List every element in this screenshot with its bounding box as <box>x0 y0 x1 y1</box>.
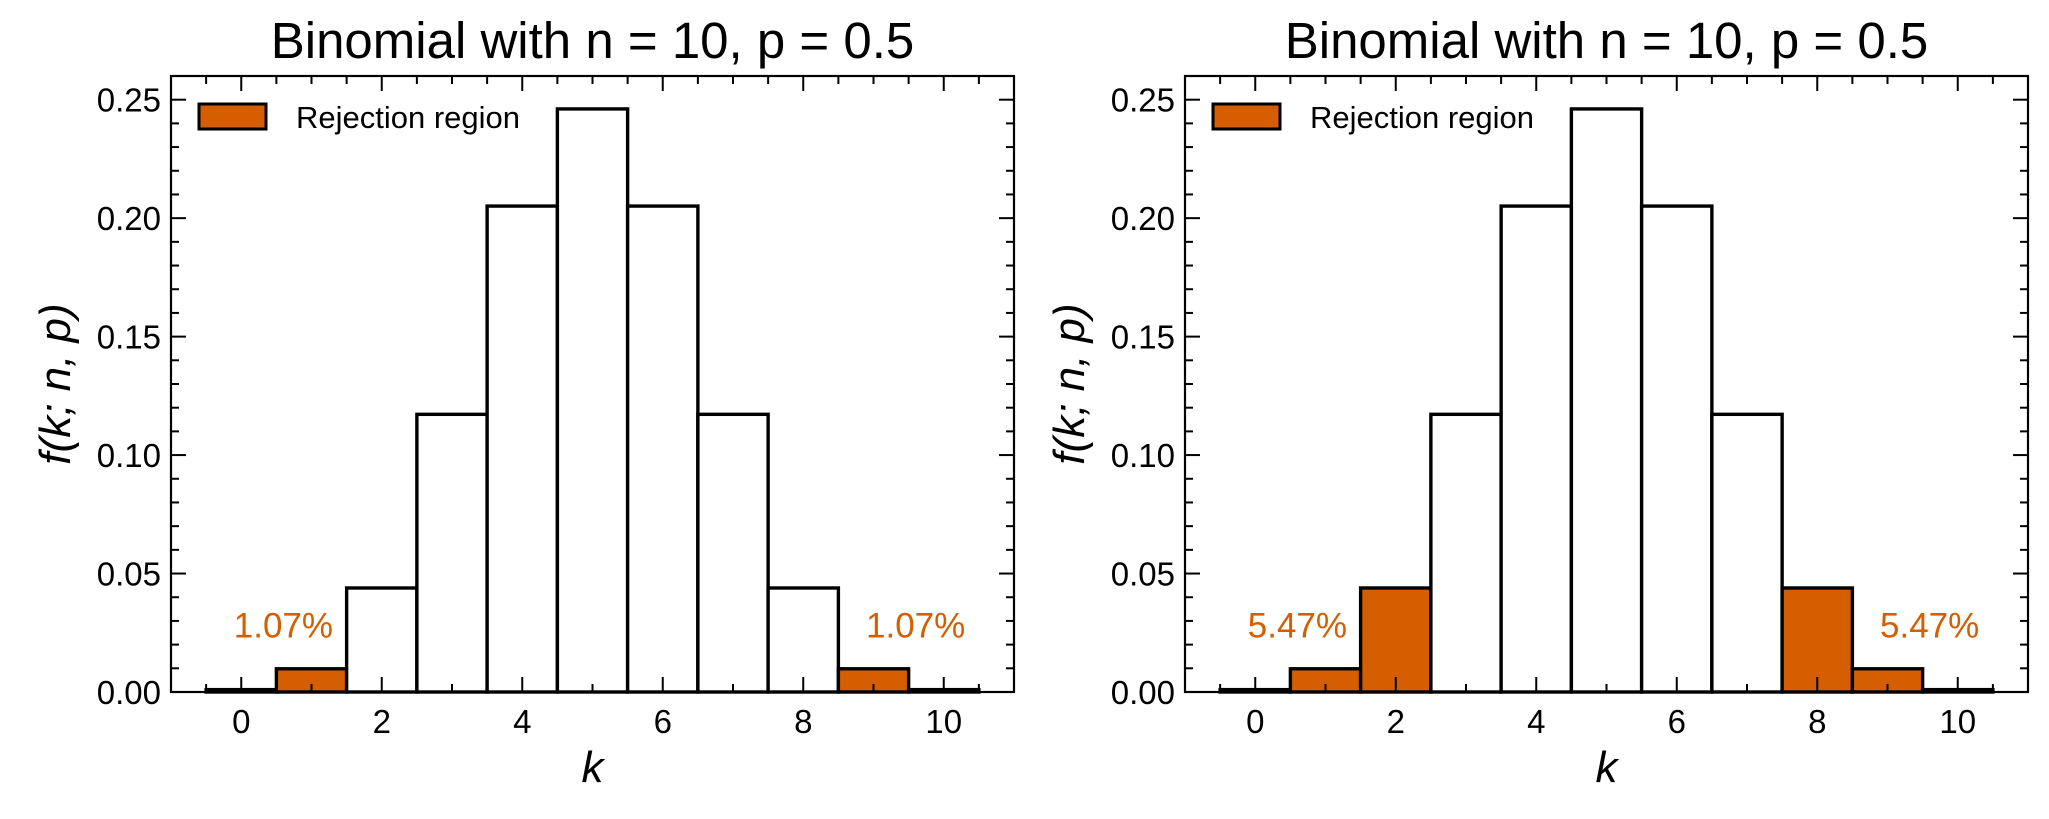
percentage-annotation: 1.07% <box>866 607 965 646</box>
y-axis-label: f(k; n, p) <box>31 303 80 464</box>
y-axis-label: f(k; n, p) <box>1045 303 1094 464</box>
bar-k4 <box>485 204 560 694</box>
x-tick-label: 8 <box>1808 703 1826 740</box>
y-tick-label: 0.00 <box>1111 674 1175 711</box>
legend-swatch <box>197 102 268 131</box>
bar-k8 <box>1780 586 1855 694</box>
legend: Rejection region <box>197 100 520 135</box>
y-tick-label: 0.15 <box>1111 319 1175 356</box>
y-tick-label: 0.15 <box>97 319 161 356</box>
bar-k7 <box>696 412 770 694</box>
y-tick-label: 0.20 <box>1111 200 1175 237</box>
chart-panel-2: 0 2 4 6 8 10 0.00 0.05 0.10 0.15 0.20 0.25 Binomial … <box>1045 12 2030 792</box>
y-tick-label: 0.05 <box>1111 556 1175 593</box>
x-axis-label: k <box>582 743 606 792</box>
x-tick-label: 4 <box>1527 703 1545 740</box>
bar-k2 <box>1358 586 1433 694</box>
x-tick-label: 10 <box>925 703 962 740</box>
x-tick-label: 6 <box>654 703 672 740</box>
bar-k8 <box>766 586 841 694</box>
bar-k5 <box>1569 107 1644 694</box>
chart-title: Binomial with n = 10, p = 0.5 <box>1285 12 1929 69</box>
x-tick-label: 0 <box>1246 703 1264 740</box>
y-tick-label: 0.05 <box>97 556 161 593</box>
bar-k6 <box>625 204 700 694</box>
x-tick-label: 10 <box>1939 703 1976 740</box>
x-tick-label: 8 <box>794 703 812 740</box>
x-axis-label: k <box>1596 743 1620 792</box>
y-tick-label: 0.25 <box>97 82 161 119</box>
bar-k7 <box>1710 412 1784 694</box>
x-tick-label: 6 <box>1668 703 1686 740</box>
y-tick-label: 0.10 <box>97 437 161 474</box>
chart-title: Binomial with n = 10, p = 0.5 <box>271 12 915 69</box>
y-tick-label: 0.10 <box>1111 437 1175 474</box>
percentage-annotation: 5.47% <box>1880 607 1979 646</box>
bar-k3 <box>415 412 489 694</box>
bar-k3 <box>1429 412 1503 694</box>
bar-k2 <box>344 586 419 694</box>
bar-k6 <box>1639 204 1714 694</box>
chart-panel-1: 0 2 4 6 8 10 0.00 0.05 0.10 0.15 0.20 0.25 Binomial … <box>31 12 1016 792</box>
x-tick-label: 2 <box>373 703 391 740</box>
legend-label: Rejection region <box>1310 100 1534 135</box>
x-tick-label: 0 <box>232 703 250 740</box>
x-tick-label: 4 <box>513 703 531 740</box>
x-tick-label: 2 <box>1387 703 1405 740</box>
y-tick-label: 0.20 <box>97 200 161 237</box>
bar-k5 <box>555 107 630 694</box>
legend: Rejection region <box>1211 100 1534 135</box>
y-tick-label: 0.25 <box>1111 82 1175 119</box>
percentage-annotation: 1.07% <box>234 607 333 646</box>
y-tick-label: 0.00 <box>97 674 161 711</box>
legend-swatch <box>1211 102 1282 131</box>
legend-label: Rejection region <box>296 100 520 135</box>
percentage-annotation: 5.47% <box>1248 607 1347 646</box>
bar-k4 <box>1499 204 1574 694</box>
